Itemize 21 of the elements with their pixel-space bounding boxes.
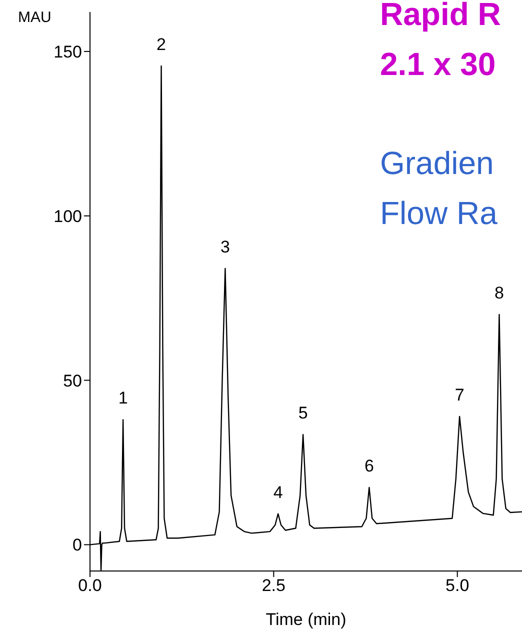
y-tick-label: 150 <box>54 42 82 62</box>
annotation: 1 <box>118 388 128 408</box>
annotation: 8 <box>494 284 504 303</box>
annotation: 2.1 x 30 <box>380 45 496 84</box>
annotation: 7 <box>454 385 464 404</box>
annotation: 4 <box>273 482 283 502</box>
annotation: 5 <box>298 404 308 423</box>
x-tick-label: 0.0 <box>78 576 102 596</box>
annotation: Flow Ra <box>380 194 498 233</box>
x-axis-title: Time (min) <box>266 610 346 629</box>
annotation: 3 <box>220 237 230 256</box>
y-tick-label: 0 <box>72 536 82 555</box>
y-axis-title: MAU <box>18 9 52 26</box>
y-tick-label: 100 <box>54 206 82 226</box>
x-tick-label: 2.5 <box>262 576 286 596</box>
annotation: 6 <box>364 456 374 476</box>
annotation: Rapid R <box>380 0 501 34</box>
annotation: 2 <box>156 34 166 54</box>
y-tick-label: 50 <box>63 371 82 390</box>
annotation: Gradien <box>380 144 494 183</box>
x-tick-label: 5.0 <box>446 576 470 596</box>
